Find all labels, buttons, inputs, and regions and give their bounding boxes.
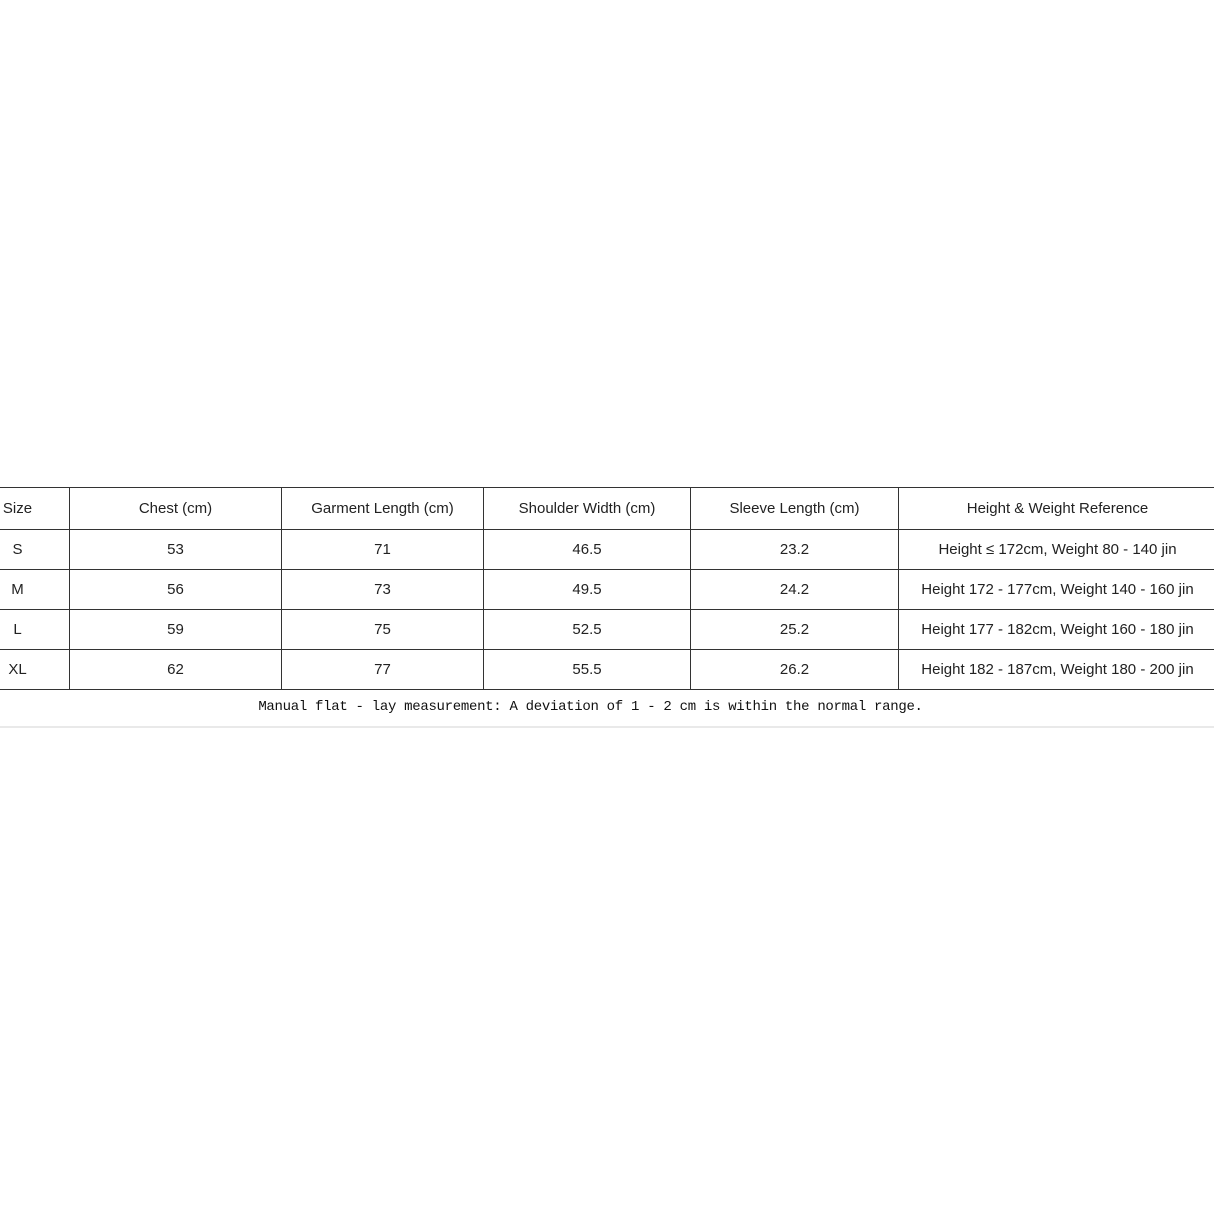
height-weight-cell: Height 182 - 187cm, Weight 180 - 200 jin [898, 649, 1214, 690]
garment-length-cell: 71 [281, 529, 484, 570]
garment-length-cell: 77 [281, 649, 484, 690]
size-label-cell: M [0, 569, 70, 610]
divider-line [0, 726, 1214, 728]
garment-length-cell: 75 [281, 609, 484, 650]
size-chart-table: Size Chest (cm) Garment Length (cm) Shou… [0, 487, 1214, 690]
column-header-chest: Chest (cm) [69, 487, 282, 530]
measurement-note: Manual flat - lay measurement: A deviati… [258, 699, 923, 715]
column-header-garment-length: Garment Length (cm) [281, 487, 484, 530]
table-row-s: S 53 71 46.5 23.2 Height ≤ 172cm, Weight… [0, 529, 1214, 570]
height-weight-cell: Height 177 - 182cm, Weight 160 - 180 jin [898, 609, 1214, 650]
height-weight-cell: Height 172 - 177cm, Weight 140 - 160 jin [898, 569, 1214, 610]
column-header-sleeve-length: Sleeve Length (cm) [690, 487, 899, 530]
size-chart-section: Size Chest (cm) Garment Length (cm) Shou… [0, 487, 1214, 715]
table-row-m: M 56 73 49.5 24.2 Height 172 - 177cm, We… [0, 569, 1214, 610]
sleeve-length-cell: 24.2 [690, 569, 899, 610]
table-row-xl: XL 62 77 55.5 26.2 Height 182 - 187cm, W… [0, 649, 1214, 690]
size-label-cell: L [0, 609, 70, 650]
chest-cell: 53 [69, 529, 282, 570]
sleeve-length-cell: 26.2 [690, 649, 899, 690]
shoulder-width-cell: 49.5 [483, 569, 691, 610]
sleeve-length-cell: 23.2 [690, 529, 899, 570]
column-header-shoulder-width: Shoulder Width (cm) [483, 487, 691, 530]
column-header-height-weight: Height & Weight Reference [898, 487, 1214, 530]
header-row: Size Chest (cm) Garment Length (cm) Shou… [0, 487, 1214, 530]
shoulder-width-cell: 46.5 [483, 529, 691, 570]
chest-cell: 62 [69, 649, 282, 690]
size-label-cell: S [0, 529, 70, 570]
shoulder-width-cell: 52.5 [483, 609, 691, 650]
garment-length-cell: 73 [281, 569, 484, 610]
chest-cell: 59 [69, 609, 282, 650]
chest-cell: 56 [69, 569, 282, 610]
table-row-l: L 59 75 52.5 25.2 Height 177 - 182cm, We… [0, 609, 1214, 650]
sleeve-length-cell: 25.2 [690, 609, 899, 650]
size-label-cell: XL [0, 649, 70, 690]
column-header-size: Size [0, 487, 70, 530]
shoulder-width-cell: 55.5 [483, 649, 691, 690]
height-weight-cell: Height ≤ 172cm, Weight 80 - 140 jin [898, 529, 1214, 570]
